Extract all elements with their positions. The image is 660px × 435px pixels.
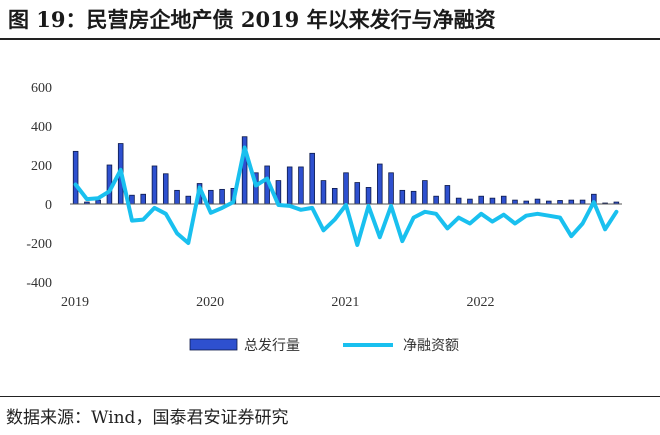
- net-financing-line: [73, 145, 619, 247]
- issuance-bar: [455, 197, 462, 205]
- issuance-bar: [140, 193, 146, 205]
- issuance-bar: [174, 189, 180, 205]
- issuance-bar: [95, 199, 101, 205]
- x-tick-label: 2019: [61, 295, 89, 310]
- x-tick-label: 2022: [467, 295, 495, 310]
- y-tick-label: 400: [31, 120, 52, 135]
- issuance-bars: [72, 136, 620, 205]
- y-tick-label: 200: [31, 159, 52, 174]
- issuance-bar: [298, 166, 304, 205]
- chart-area: 600 400 200 0 -200 -400 2019 2020 2021 2022 总发行量…: [26, 81, 622, 354]
- issuance-bar: [309, 152, 315, 205]
- source-note: 数据来源：Wind，国泰君安证券研究: [6, 408, 289, 428]
- issuance-bar: [557, 200, 563, 205]
- issuance-bar: [422, 180, 428, 205]
- issuance-bar: [568, 199, 575, 205]
- issuance-bar: [208, 189, 214, 205]
- x-tick-label: 2020: [196, 295, 224, 310]
- issuance-bar: [320, 180, 327, 205]
- issuance-bar: [433, 195, 439, 205]
- issuance-bar: [579, 199, 586, 205]
- y-axis: 600 400 200 0 -200 -400: [26, 81, 52, 291]
- issuance-bar: [129, 194, 135, 205]
- y-tick-label: 0: [45, 198, 52, 213]
- legend-label-issuance: 总发行量: [244, 338, 300, 354]
- issuance-bar: [162, 173, 169, 205]
- issuance-bar: [286, 166, 293, 205]
- issuance-bar: [534, 198, 541, 205]
- issuance-bar: [467, 198, 473, 205]
- x-tick-label: 2021: [331, 295, 359, 310]
- issuance-bar: [399, 189, 406, 205]
- issuance-bar: [489, 197, 496, 205]
- issuance-bar: [478, 195, 484, 205]
- issuance-bar: [444, 185, 451, 205]
- bottom-rule: [0, 396, 660, 397]
- issuance-bar: [185, 195, 192, 205]
- issuance-bar: [151, 165, 158, 205]
- chart-title: 图 19：民营房企地产债 2019 年以来发行与净融资: [8, 7, 496, 32]
- legend-swatch-issuance: [189, 338, 238, 351]
- issuance-bar: [365, 187, 372, 205]
- issuance-bar: [343, 172, 349, 205]
- title-bar: 图 19：民营房企地产债 2019 年以来发行与净融资: [0, 0, 660, 40]
- y-tick-label: 600: [31, 81, 52, 96]
- issuance-bar: [331, 187, 338, 205]
- x-axis: 2019 2020 2021 2022: [61, 295, 495, 310]
- issuance-bar: [72, 150, 79, 205]
- legend-label-net: 净融资额: [403, 338, 459, 354]
- issuance-bar: [388, 172, 394, 205]
- issuance-bar: [354, 182, 361, 205]
- legend: 总发行量 净融资额: [189, 338, 459, 354]
- issuance-bar: [500, 195, 507, 205]
- y-tick-label: -200: [26, 237, 52, 252]
- issuance-bar: [512, 199, 518, 205]
- y-tick-label: -400: [26, 276, 52, 291]
- issuance-bar: [219, 188, 225, 205]
- title-rule: [0, 38, 660, 40]
- issuance-bar: [410, 190, 417, 205]
- issuance-bar: [377, 163, 383, 205]
